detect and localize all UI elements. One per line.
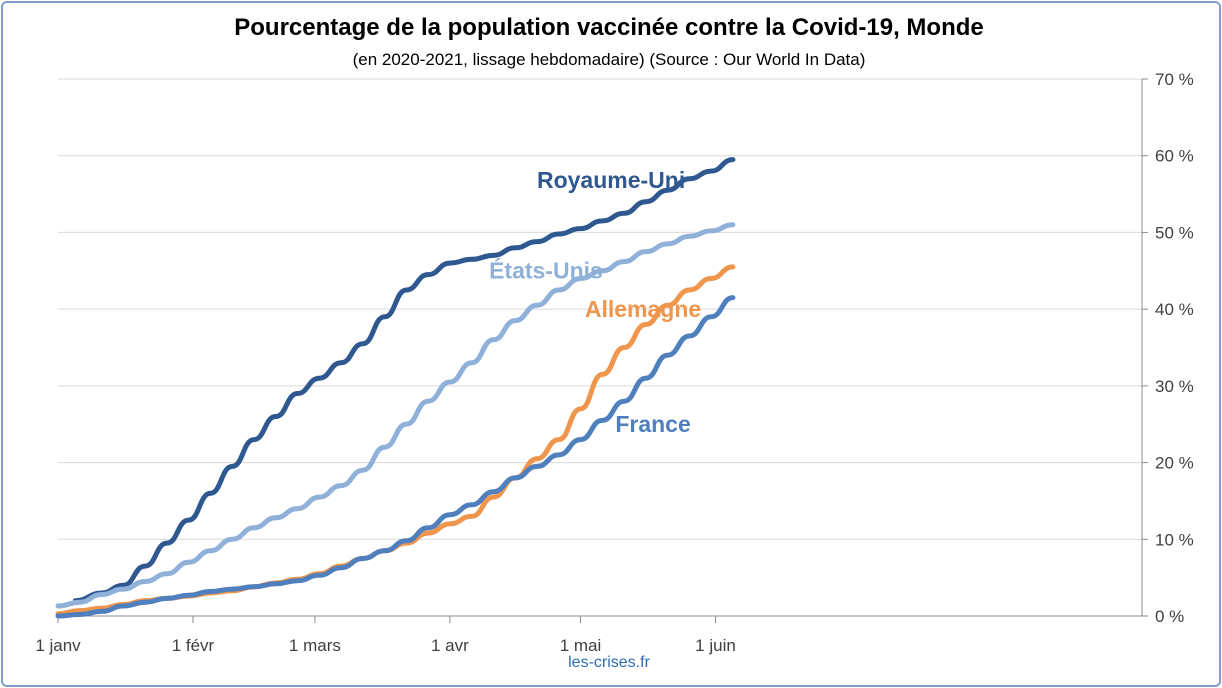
series-label: Royaume-Uni — [537, 167, 685, 193]
series-line — [55, 222, 736, 609]
y-tick-label: 60 % — [1155, 147, 1194, 166]
x-tick-label: 1 mai — [560, 636, 602, 655]
chart-subtitle: (en 2020-2021, lissage hebdomadaire) (So… — [352, 50, 866, 69]
y-tick-label: 50 % — [1155, 223, 1194, 242]
series-labels: Royaume-Uni États-Unis Allemagne France — [489, 167, 701, 437]
series-lines — [55, 157, 736, 619]
y-tick-label: 30 % — [1155, 377, 1194, 396]
series-label: France — [615, 411, 690, 437]
x-tick-label: 1 mars — [289, 636, 341, 655]
y-tick-label: 40 % — [1155, 300, 1194, 319]
y-tick-label: 70 % — [1155, 70, 1194, 89]
chart-title: Pourcentage de la population vaccinée co… — [234, 14, 984, 41]
axes: 0 % 10 % 20 % 30 % 40 % 50 % 60 % 70 % 1 janv 1 f… — [35, 70, 1193, 655]
x-tick-label: 1 avr — [431, 636, 469, 655]
x-tick-label: 1 janv — [35, 636, 81, 655]
series-label: États-Unis — [489, 256, 603, 283]
source-label: les-crises.fr — [568, 654, 650, 671]
x-tick-label: 1 févr — [172, 636, 215, 655]
series-line — [55, 295, 736, 619]
y-tick-label: 20 % — [1155, 454, 1194, 473]
series-label: Allemagne — [585, 296, 701, 322]
y-tick-label: 0 % — [1155, 607, 1184, 626]
x-tick-label: 1 juin — [695, 636, 736, 655]
series-line — [72, 157, 736, 604]
y-tick-label: 10 % — [1155, 530, 1194, 549]
